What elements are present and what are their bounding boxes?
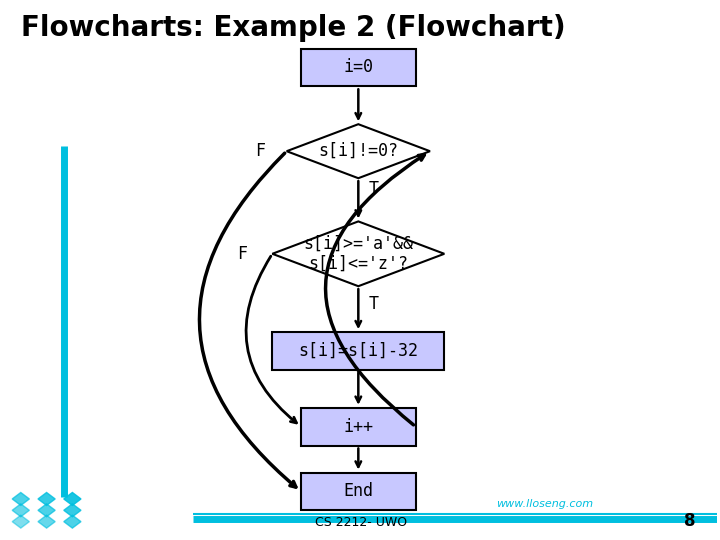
FancyBboxPatch shape <box>301 49 415 86</box>
Text: s[i]=s[i]-32: s[i]=s[i]-32 <box>298 342 418 360</box>
Polygon shape <box>64 515 81 528</box>
Text: CS 2212- UWO: CS 2212- UWO <box>315 516 408 529</box>
Polygon shape <box>38 492 55 505</box>
Text: F: F <box>255 142 265 160</box>
Text: T: T <box>369 295 379 313</box>
Text: Flowcharts: Example 2 (Flowchart): Flowcharts: Example 2 (Flowchart) <box>22 14 566 42</box>
Polygon shape <box>12 504 30 517</box>
Polygon shape <box>64 492 81 505</box>
Polygon shape <box>12 492 30 505</box>
FancyBboxPatch shape <box>301 472 415 510</box>
Text: T: T <box>369 180 379 198</box>
FancyBboxPatch shape <box>301 408 415 445</box>
Polygon shape <box>272 221 444 286</box>
Text: s[i]>='a'&&
s[i]<='z'?: s[i]>='a'&& s[i]<='z'? <box>303 234 413 273</box>
Polygon shape <box>38 504 55 517</box>
Text: i=0: i=0 <box>343 58 373 77</box>
Polygon shape <box>287 124 430 178</box>
Text: End: End <box>343 482 373 501</box>
Text: i++: i++ <box>343 417 373 436</box>
Text: F: F <box>237 245 247 263</box>
Polygon shape <box>12 515 30 528</box>
Text: www.lloseng.com: www.lloseng.com <box>496 498 593 509</box>
Text: 8: 8 <box>683 512 695 530</box>
Polygon shape <box>38 515 55 528</box>
Text: s[i]!=0?: s[i]!=0? <box>318 142 398 160</box>
Polygon shape <box>64 504 81 517</box>
FancyBboxPatch shape <box>272 332 444 370</box>
